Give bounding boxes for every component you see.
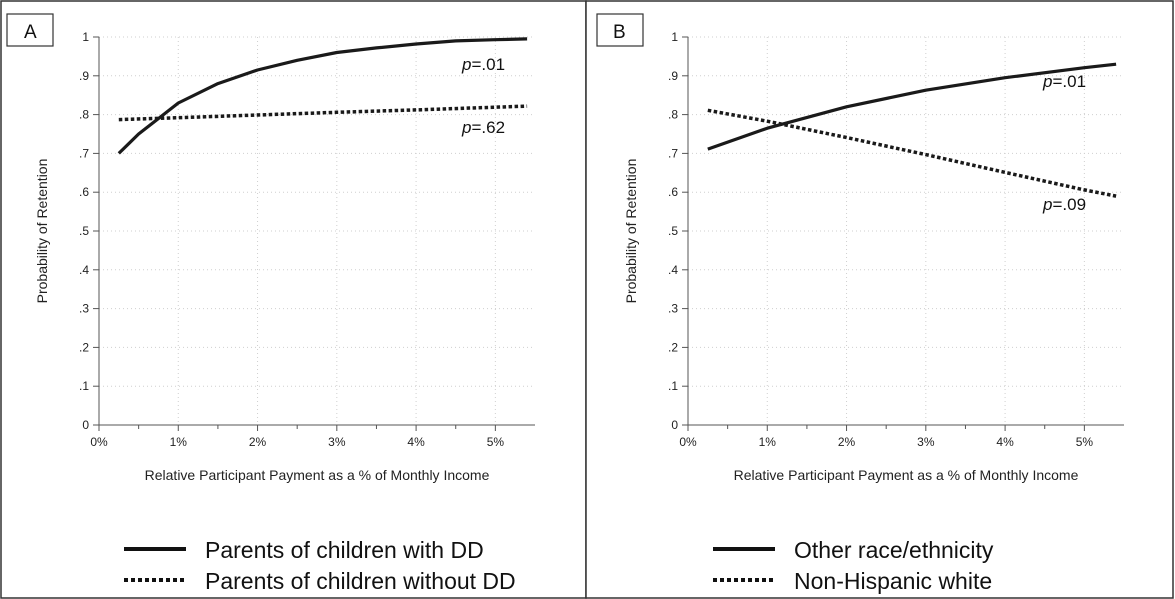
y-tick-label-b-5: .5	[668, 224, 678, 238]
y-tick-label-b-2: .2	[668, 340, 678, 354]
legend-a-item-nodd: Parents of children without DD	[205, 568, 516, 594]
x-tick-label-a-0: 0%	[90, 435, 108, 449]
y-tick-label-a-5: .5	[79, 224, 89, 238]
y-tick-label-b-0: 0	[671, 418, 678, 432]
annotation-a-nodd-prefix: p	[461, 118, 471, 137]
y-tick-label-b-3: .3	[668, 302, 678, 316]
y-tick-label-a-6: .6	[79, 185, 89, 199]
legend-a: Parents of children with DD Parents of c…	[124, 537, 516, 594]
panel-a-label-box	[6, 13, 54, 47]
svg-text:p=.62: p=.62	[461, 118, 505, 137]
legend-b-item-white: Non-Hispanic white	[794, 568, 992, 594]
svg-text:p=.01: p=.01	[1042, 72, 1086, 91]
legend-b: Other race/ethnicity Non-Hispanic white	[713, 537, 994, 594]
y-tick-label-b-9: .9	[668, 69, 678, 83]
y-tick-label-a-3: .3	[79, 302, 89, 316]
y-tick-label-b-6: .6	[668, 185, 678, 199]
svg-text:p=.01: p=.01	[461, 55, 505, 74]
panel-a-frame	[0, 0, 587, 599]
annotation-a-dd-prefix: p	[461, 55, 471, 74]
x-tick-label-a-1: 1%	[170, 435, 188, 449]
panel-b: B 0 .1 .2 .3 .4 .5 .6 .7 .8 .9 1 0% 1% 2% 3% 4% 5% Relati…	[585, 0, 1174, 599]
annotation-a-dd: p=.01	[461, 55, 505, 74]
x-tick-label-a-3: 3%	[328, 435, 346, 449]
annotation-b-other-text: =.01	[1052, 72, 1086, 91]
x-tick-label-b-2: 2%	[838, 435, 856, 449]
annotation-b-white: p=.09	[1042, 195, 1086, 214]
x-tick-label-b-3: 3%	[917, 435, 935, 449]
annotation-b-white-prefix: p	[1042, 195, 1052, 214]
plot-b: 0 .1 .2 .3 .4 .5 .6 .7 .8 .9 1 0% 1% 2% 3% 4% 5% Relative…	[623, 30, 1124, 483]
y-tick-label-b-8: .8	[668, 108, 678, 122]
y-tick-label-a-8: .8	[79, 108, 89, 122]
y-tick-label-a-7: .7	[79, 146, 89, 160]
svg-text:p=.09: p=.09	[1042, 195, 1086, 214]
legend-a-item-dd: Parents of children with DD	[205, 537, 484, 563]
y-axis-title-b: Probability of Retention	[623, 159, 639, 304]
panel-a-label: A	[24, 22, 37, 43]
y-tick-label-a-2: .2	[79, 340, 89, 354]
annotation-a-dd-text: =.01	[471, 55, 505, 74]
panel-a: A 0 .1 .2 .3 .4 .5 .6 .7 .8 .9 1 0% 1% 2% 3% 4% 5% Relati…	[0, 0, 587, 599]
y-tick-label-a-0: 0	[82, 418, 89, 432]
y-axis-title-a: Probability of Retention	[34, 159, 50, 304]
panel-b-label-box	[596, 13, 644, 47]
plot-a: 0 .1 .2 .3 .4 .5 .6 .7 .8 .9 1 0% 1% 2% 3% 4% 5% Relative…	[34, 30, 535, 483]
annotation-b-other: p=.01	[1042, 72, 1086, 91]
series-line-b-1	[707, 108, 1117, 198]
y-tick-label-a-10: 1	[82, 30, 89, 44]
x-tick-label-a-5: 5%	[487, 435, 505, 449]
annotation-a-nodd-text: =.62	[471, 118, 505, 137]
x-tick-label-b-4: 4%	[996, 435, 1014, 449]
annotation-b-other-prefix: p	[1042, 72, 1052, 91]
series-line-a-1	[118, 104, 528, 122]
x-axis-title-a: Relative Participant Payment as a % of M…	[145, 467, 490, 483]
series-line-b-0	[707, 62, 1117, 151]
y-tick-label-a-4: .4	[79, 263, 89, 277]
annotation-a-nodd: p=.62	[461, 118, 505, 137]
panel-b-label: B	[613, 22, 626, 43]
y-tick-label-b-10: 1	[671, 30, 678, 44]
y-tick-label-a-1: .1	[79, 379, 89, 393]
annotation-b-white-text: =.09	[1052, 195, 1086, 214]
y-tick-label-a-9: .9	[79, 69, 89, 83]
x-tick-label-b-0: 0%	[679, 435, 697, 449]
x-axis-title-b: Relative Participant Payment as a % of M…	[734, 467, 1079, 483]
y-tick-label-b-1: .1	[668, 379, 678, 393]
x-tick-label-a-4: 4%	[407, 435, 425, 449]
legend-b-item-other: Other race/ethnicity	[794, 537, 994, 563]
x-tick-label-b-1: 1%	[759, 435, 777, 449]
x-tick-label-b-5: 5%	[1076, 435, 1094, 449]
y-tick-label-b-7: .7	[668, 146, 678, 160]
y-tick-label-b-4: .4	[668, 263, 678, 277]
series-line-a-0	[117, 37, 528, 155]
x-tick-label-a-2: 2%	[249, 435, 267, 449]
